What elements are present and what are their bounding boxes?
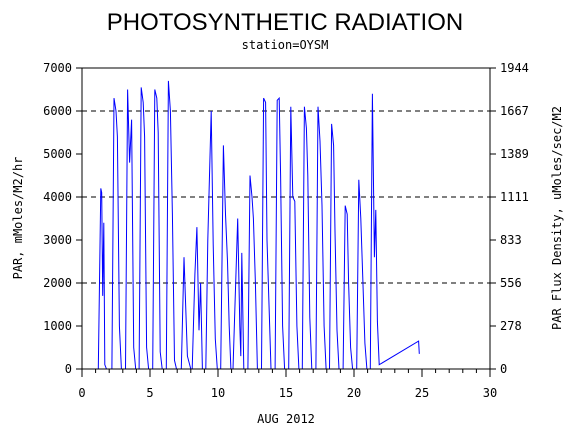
y2-tick-label: 1944 — [500, 61, 529, 75]
y-tick-label: 4000 — [43, 190, 72, 204]
y-tick-label: 5000 — [43, 147, 72, 161]
x-tick-label: 25 — [415, 386, 429, 400]
y-tick-label: 0 — [65, 362, 72, 376]
y-tick-label: 7000 — [43, 61, 72, 75]
y-axis-ticks: 0 1000 2000 3000 4000 5000 6000 7000 — [43, 61, 82, 376]
par-series-line — [97, 80, 420, 370]
y2-axis-label: PAR Flux Density, uMoles/sec/M2 — [550, 106, 564, 330]
y-tick-label: 2000 — [43, 276, 72, 290]
chart-subtitle: station=OYSM — [242, 38, 329, 52]
y2-tick-label: 1389 — [500, 147, 529, 161]
y2-tick-label: 278 — [500, 319, 522, 333]
y-axis-label: PAR, mMoles/M2/hr — [11, 157, 25, 280]
gridlines — [82, 110, 490, 284]
y2-tick-label: 1667 — [500, 104, 529, 118]
y-tick-label: 1000 — [43, 319, 72, 333]
x-tick-label: 5 — [146, 386, 153, 400]
y2-axis-ticks: 0 278 556 833 1111 1389 1667 1944 — [490, 61, 529, 376]
y2-tick-label: 556 — [500, 276, 522, 290]
x-tick-label: 0 — [78, 386, 85, 400]
y-tick-label: 6000 — [43, 104, 72, 118]
x-axis-label: AUG 2012 — [257, 412, 315, 426]
x-tick-label: 20 — [347, 386, 361, 400]
y2-tick-label: 1111 — [500, 190, 529, 204]
chart-title: PHOTOSYNTHETIC RADIATION — [107, 9, 463, 36]
y-tick-label: 3000 — [43, 233, 72, 247]
x-tick-label: 15 — [279, 386, 293, 400]
x-tick-label: 10 — [211, 386, 225, 400]
y2-tick-label: 833 — [500, 233, 522, 247]
x-axis-ticks: 0 5 10 15 20 25 30 — [78, 369, 497, 400]
x-tick-label: 30 — [483, 386, 497, 400]
y2-tick-label: 0 — [500, 362, 507, 376]
